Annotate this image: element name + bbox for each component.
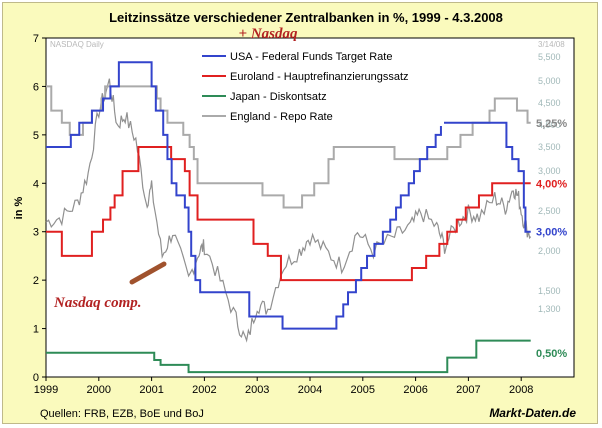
chart-subtitle: + Nasdaq [239, 26, 298, 42]
legend-label: Japan - Diskontsatz [230, 91, 327, 103]
y-tick-label: 4 [33, 178, 39, 190]
value-annotations: 5,25% 4,00% 3,00% 0,50% [536, 118, 567, 360]
x-tick-label: 2004 [298, 384, 322, 396]
right-axis-label: 3,000 [538, 166, 561, 176]
right-axis-label: 3,500 [538, 142, 561, 152]
value-annotation: 5,25% [536, 118, 567, 130]
y-tick-label: 3 [33, 227, 39, 239]
axis-ticks: 0 1 2 3 4 5 6 7 1999 2000 2001 2002 2003 2004 2005 2006… [33, 33, 534, 396]
chart-title: Leitzinssätze verschiedener Zentralbanke… [109, 10, 503, 25]
series-lines [45, 61, 532, 374]
right-axis-label: 2,500 [538, 206, 561, 216]
right-axis-label: 4,500 [538, 98, 561, 108]
legend-label: Euroland - Hauptrefinanzierungssatz [230, 71, 409, 83]
nasdaq-watermark-left: NASDAQ Daily [50, 40, 104, 49]
value-annotation: 4,00% [536, 178, 567, 190]
x-tick-label: 2008 [509, 384, 533, 396]
right-axis-label: 2,000 [538, 246, 561, 256]
x-tick-label: 2001 [139, 384, 163, 396]
right-axis-label: 1,500 [538, 286, 561, 296]
x-tick-label: 2000 [87, 384, 111, 396]
y-tick-label: 0 [33, 372, 39, 384]
y-tick-label: 7 [33, 33, 39, 45]
y-tick-label: 1 [33, 324, 39, 336]
x-tick-label: 2003 [245, 384, 269, 396]
legend-label: USA - Federal Funds Target Rate [230, 51, 392, 63]
brand-name: Markt-Daten.de [489, 406, 576, 420]
y-tick-label: 2 [33, 275, 39, 287]
right-axis-label: 5,000 [538, 76, 561, 86]
legend-box [198, 48, 444, 126]
series-line-4 [45, 78, 532, 343]
right-axis-label: 4,000 [538, 120, 561, 130]
nasdaq-label: Nasdaq comp. [53, 295, 142, 311]
series-line-0 [46, 61, 531, 330]
x-tick-label: 1999 [34, 384, 58, 396]
series-line-2 [46, 339, 531, 374]
nasdaq-pointer [129, 261, 167, 285]
legend: USA - Federal Funds Target Rate Euroland … [198, 48, 444, 126]
right-axis-label: 1,300 [538, 304, 561, 314]
nasdaq-watermark-right: 3/14/08 [538, 40, 565, 49]
x-tick-label: 2006 [403, 384, 427, 396]
right-axis-label: 5,500 [538, 52, 561, 62]
y-axis-label: in % [13, 196, 25, 219]
x-tick-label: 2007 [456, 384, 480, 396]
legend-label: England - Repo Rate [230, 111, 333, 123]
value-annotation: 3,00% [536, 227, 567, 239]
source-note: Quellen: FRB, EZB, BoE und BoJ [40, 408, 204, 420]
series-line-1 [46, 145, 531, 282]
x-tick-label: 2005 [351, 384, 375, 396]
x-tick-label: 2002 [192, 384, 216, 396]
y-tick-label: 6 [33, 81, 39, 93]
y-tick-label: 5 [33, 130, 39, 142]
value-annotation: 0,50% [536, 348, 567, 360]
right-axis-labels: 5,500 5,000 4,500 4,000 3,500 3,000 2,500 2,000… [538, 52, 561, 314]
